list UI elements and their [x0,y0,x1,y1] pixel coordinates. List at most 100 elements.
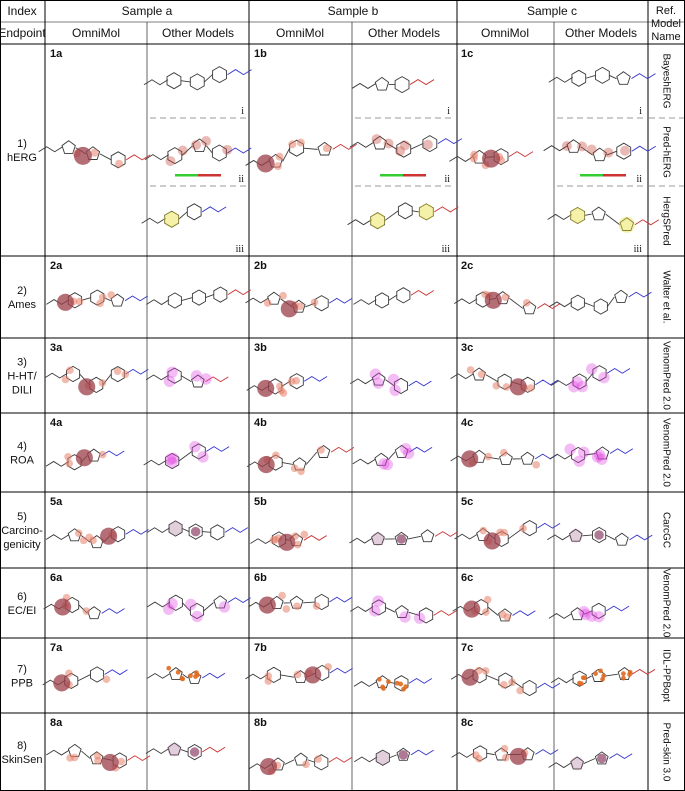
highlight-blob [314,755,322,763]
ring [619,217,635,231]
bond-chain [45,460,70,467]
molecule [451,744,559,765]
bond-chain [410,290,435,296]
highlight-blob [621,671,626,677]
ref-model-name: VenomPred 2.0 [660,341,671,410]
highlight-blob [194,670,199,675]
bond-chain [550,677,575,684]
endpoint-label: PPB [11,678,33,690]
ring [396,747,411,761]
ref-model-name: BayeshERG [660,53,671,108]
ring [189,73,205,91]
ring [294,752,308,766]
subpanel-mark: iii [442,244,451,255]
highlight-blob [568,381,580,393]
molecule [450,448,559,469]
heat-scale [403,174,426,177]
ring [419,607,434,624]
ring [191,374,205,388]
ring [394,531,409,545]
panel-id: 3c [461,342,473,354]
ring [394,675,409,692]
subpanel-mark: ii [238,174,244,185]
molecule [245,138,357,173]
molecule [250,530,327,551]
highlight-blob [200,373,212,385]
bond-chain [144,154,170,161]
bond-chain [143,459,167,466]
ring [591,602,606,620]
molecule [145,742,226,761]
highlight-blob [278,533,296,551]
ring [212,66,227,84]
bond-chain [410,749,434,756]
highlight-blob [482,149,501,168]
highlight-blob [282,605,291,613]
ring [211,144,227,162]
highlight-blob [73,146,92,165]
endpoint-label: 4) [17,441,27,453]
ring [499,451,513,465]
molecule [44,365,149,396]
ring [570,756,584,770]
subpanel-mark: iii [236,244,245,255]
molecule [145,366,229,388]
bond-chain [389,754,397,759]
bond-chain [181,145,193,156]
highlight-blob [100,527,118,545]
ref-model-name: CarcGC [660,512,671,548]
bond-chain [284,759,295,765]
highlight-blob [218,601,231,613]
bond-chain [550,380,575,387]
ring [614,289,628,303]
highlight-blob [593,449,606,461]
highlight-blob [296,302,304,311]
heat-scale [603,174,626,177]
highlight-blob [201,136,212,147]
bond-chain [349,537,373,544]
highlight-blob [500,528,508,537]
endpoint-label: DILI [12,385,32,397]
highlight-blob [292,376,301,385]
header-omnimol-b: OmniMol [276,26,324,40]
ring [166,72,182,90]
highlight-blob [598,668,603,674]
ring [614,532,629,546]
subpanel-mark: iii [634,244,643,255]
highlight-blob [603,147,614,158]
bond-chain [280,674,294,678]
highlight-blob [576,380,588,393]
ring [314,593,329,611]
panel-id: 2b [254,260,267,272]
endpoint-label: 1) [17,138,27,150]
molecule [248,591,353,614]
molecule [143,440,230,470]
molecule [46,743,151,772]
highlight-blob [371,134,382,145]
highlight-blob [259,757,278,776]
molecule [354,747,434,766]
highlight-blob [492,382,501,390]
bond-chain [549,453,573,460]
highlight-blob [532,461,540,469]
highlight-blob [167,742,182,757]
bond-chain [282,147,291,162]
highlight-blob [499,680,508,689]
highlight-blob [189,747,200,757]
highlight-blob [117,757,126,766]
header-ref-3: Name [651,31,680,43]
ring [422,135,438,153]
ring [165,452,180,470]
bond-chain [352,458,376,465]
bond-chain [227,147,252,154]
highlight-blob [75,297,84,306]
molecule [548,751,633,771]
bond-chain [81,750,91,759]
bond-chain [387,451,396,461]
ring [168,594,183,611]
highlight-blob [166,366,178,378]
panel-id: 5c [461,496,473,508]
bond-chain [349,141,375,148]
highlight-blob [257,456,275,474]
ring [595,66,610,84]
